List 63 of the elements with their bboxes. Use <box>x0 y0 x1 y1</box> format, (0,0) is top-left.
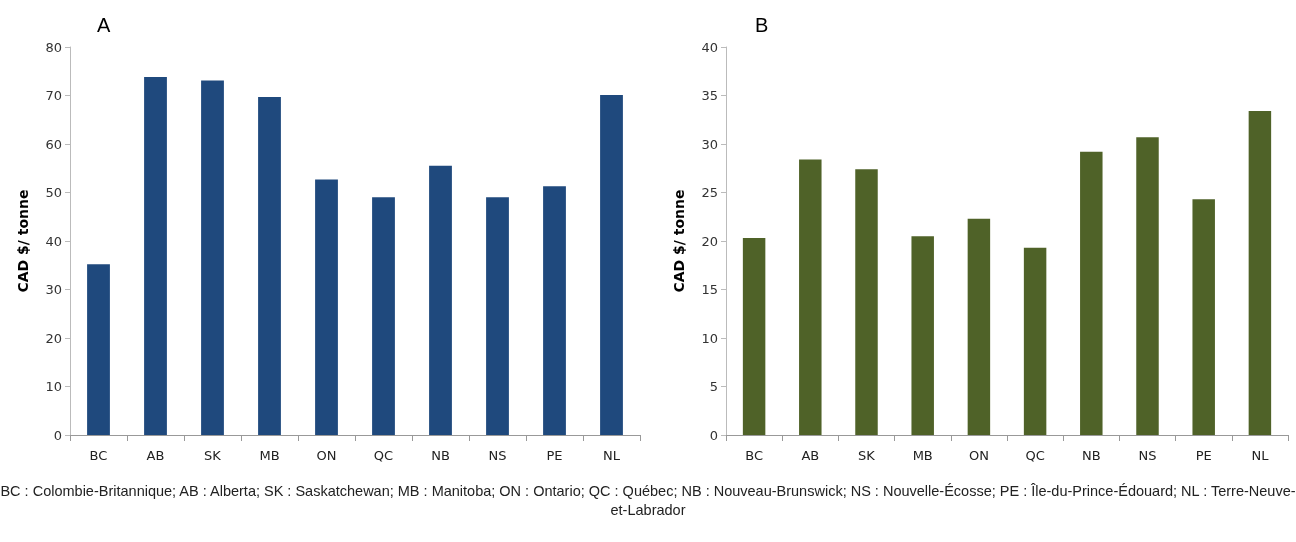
bar <box>201 80 224 435</box>
y-tick-label: 35 <box>701 88 718 103</box>
x-tick-label: ON <box>316 448 337 463</box>
x-tick-label: MB <box>912 448 933 463</box>
y-tick-label: 50 <box>45 185 62 200</box>
bar <box>1192 199 1215 435</box>
y-tick-label: 15 <box>701 282 718 297</box>
x-tick-label: NL <box>603 448 621 463</box>
bar <box>315 179 338 435</box>
x-tick-label: SK <box>204 448 222 463</box>
x-tick-label: AB <box>801 448 820 463</box>
y-tick-label: 0 <box>709 427 718 443</box>
x-tick-label: NS <box>1138 448 1157 463</box>
y-tick-label: 40 <box>701 39 718 55</box>
y-tick-label: 30 <box>701 136 718 152</box>
y-tick-label: 30 <box>45 282 62 297</box>
bar <box>144 77 167 435</box>
x-tick-label: AB <box>146 448 165 463</box>
bar <box>258 96 281 435</box>
bar <box>1023 247 1047 435</box>
y-tick-label: 20 <box>701 233 718 249</box>
bar <box>372 197 395 435</box>
x-tick-label: BC <box>745 448 763 463</box>
y-tick-label: 60 <box>45 136 62 152</box>
x-tick-label: NB <box>431 448 450 463</box>
bar <box>855 169 878 435</box>
y-axis-title: CAD $/ tonne <box>15 189 31 293</box>
chart-title: A <box>97 14 111 36</box>
x-tick-label: PE <box>546 448 563 463</box>
y-tick-label: 25 <box>701 185 718 200</box>
bar <box>967 218 991 435</box>
x-tick-label: ON <box>968 448 989 463</box>
y-tick-label: 20 <box>45 330 62 346</box>
text: BC : Colombie-Britannique; AB : Alberta; SK : Saskatchewan; MB : Manitoba; ON : Ontario; QC : Québec; NB : Nouveau-Brunswick; NS : Nouvelle-Écosse; PE : Île-du-Prince-Édouard; NL : Terre-Neuve-et-Labrador <box>0 482 1296 520</box>
bar <box>1248 111 1272 435</box>
chart-title: B <box>755 14 769 36</box>
bar <box>600 95 623 435</box>
x-tick-label: MB <box>259 448 280 463</box>
x-tick-label: NL <box>1251 448 1270 463</box>
bar <box>742 238 766 435</box>
bar <box>1080 151 1103 435</box>
y-tick-label: 70 <box>45 88 62 103</box>
x-tick-label: NS <box>488 448 507 463</box>
x-tick-label: PE <box>1195 448 1212 463</box>
bar <box>543 186 566 435</box>
bar <box>1136 137 1159 435</box>
bar <box>87 264 110 435</box>
y-tick-label: 40 <box>45 233 62 249</box>
y-tick-label: 80 <box>45 39 62 55</box>
x-tick-label: QC <box>373 448 394 463</box>
x-tick-label: QC <box>1025 448 1045 463</box>
y-tick-label: 10 <box>45 379 62 394</box>
bar <box>799 159 822 435</box>
x-tick-label: NB <box>1081 448 1101 463</box>
x-tick-label: SK <box>858 448 876 463</box>
y-tick-label: 0 <box>53 427 62 443</box>
bar <box>486 197 509 435</box>
bar <box>911 236 934 435</box>
y-axis-title: CAD $/ tonne <box>671 189 687 293</box>
y-tick-label: 5 <box>709 379 718 394</box>
x-tick-label: BC <box>89 448 108 463</box>
bar <box>429 165 452 435</box>
y-tick-label: 10 <box>701 330 718 346</box>
